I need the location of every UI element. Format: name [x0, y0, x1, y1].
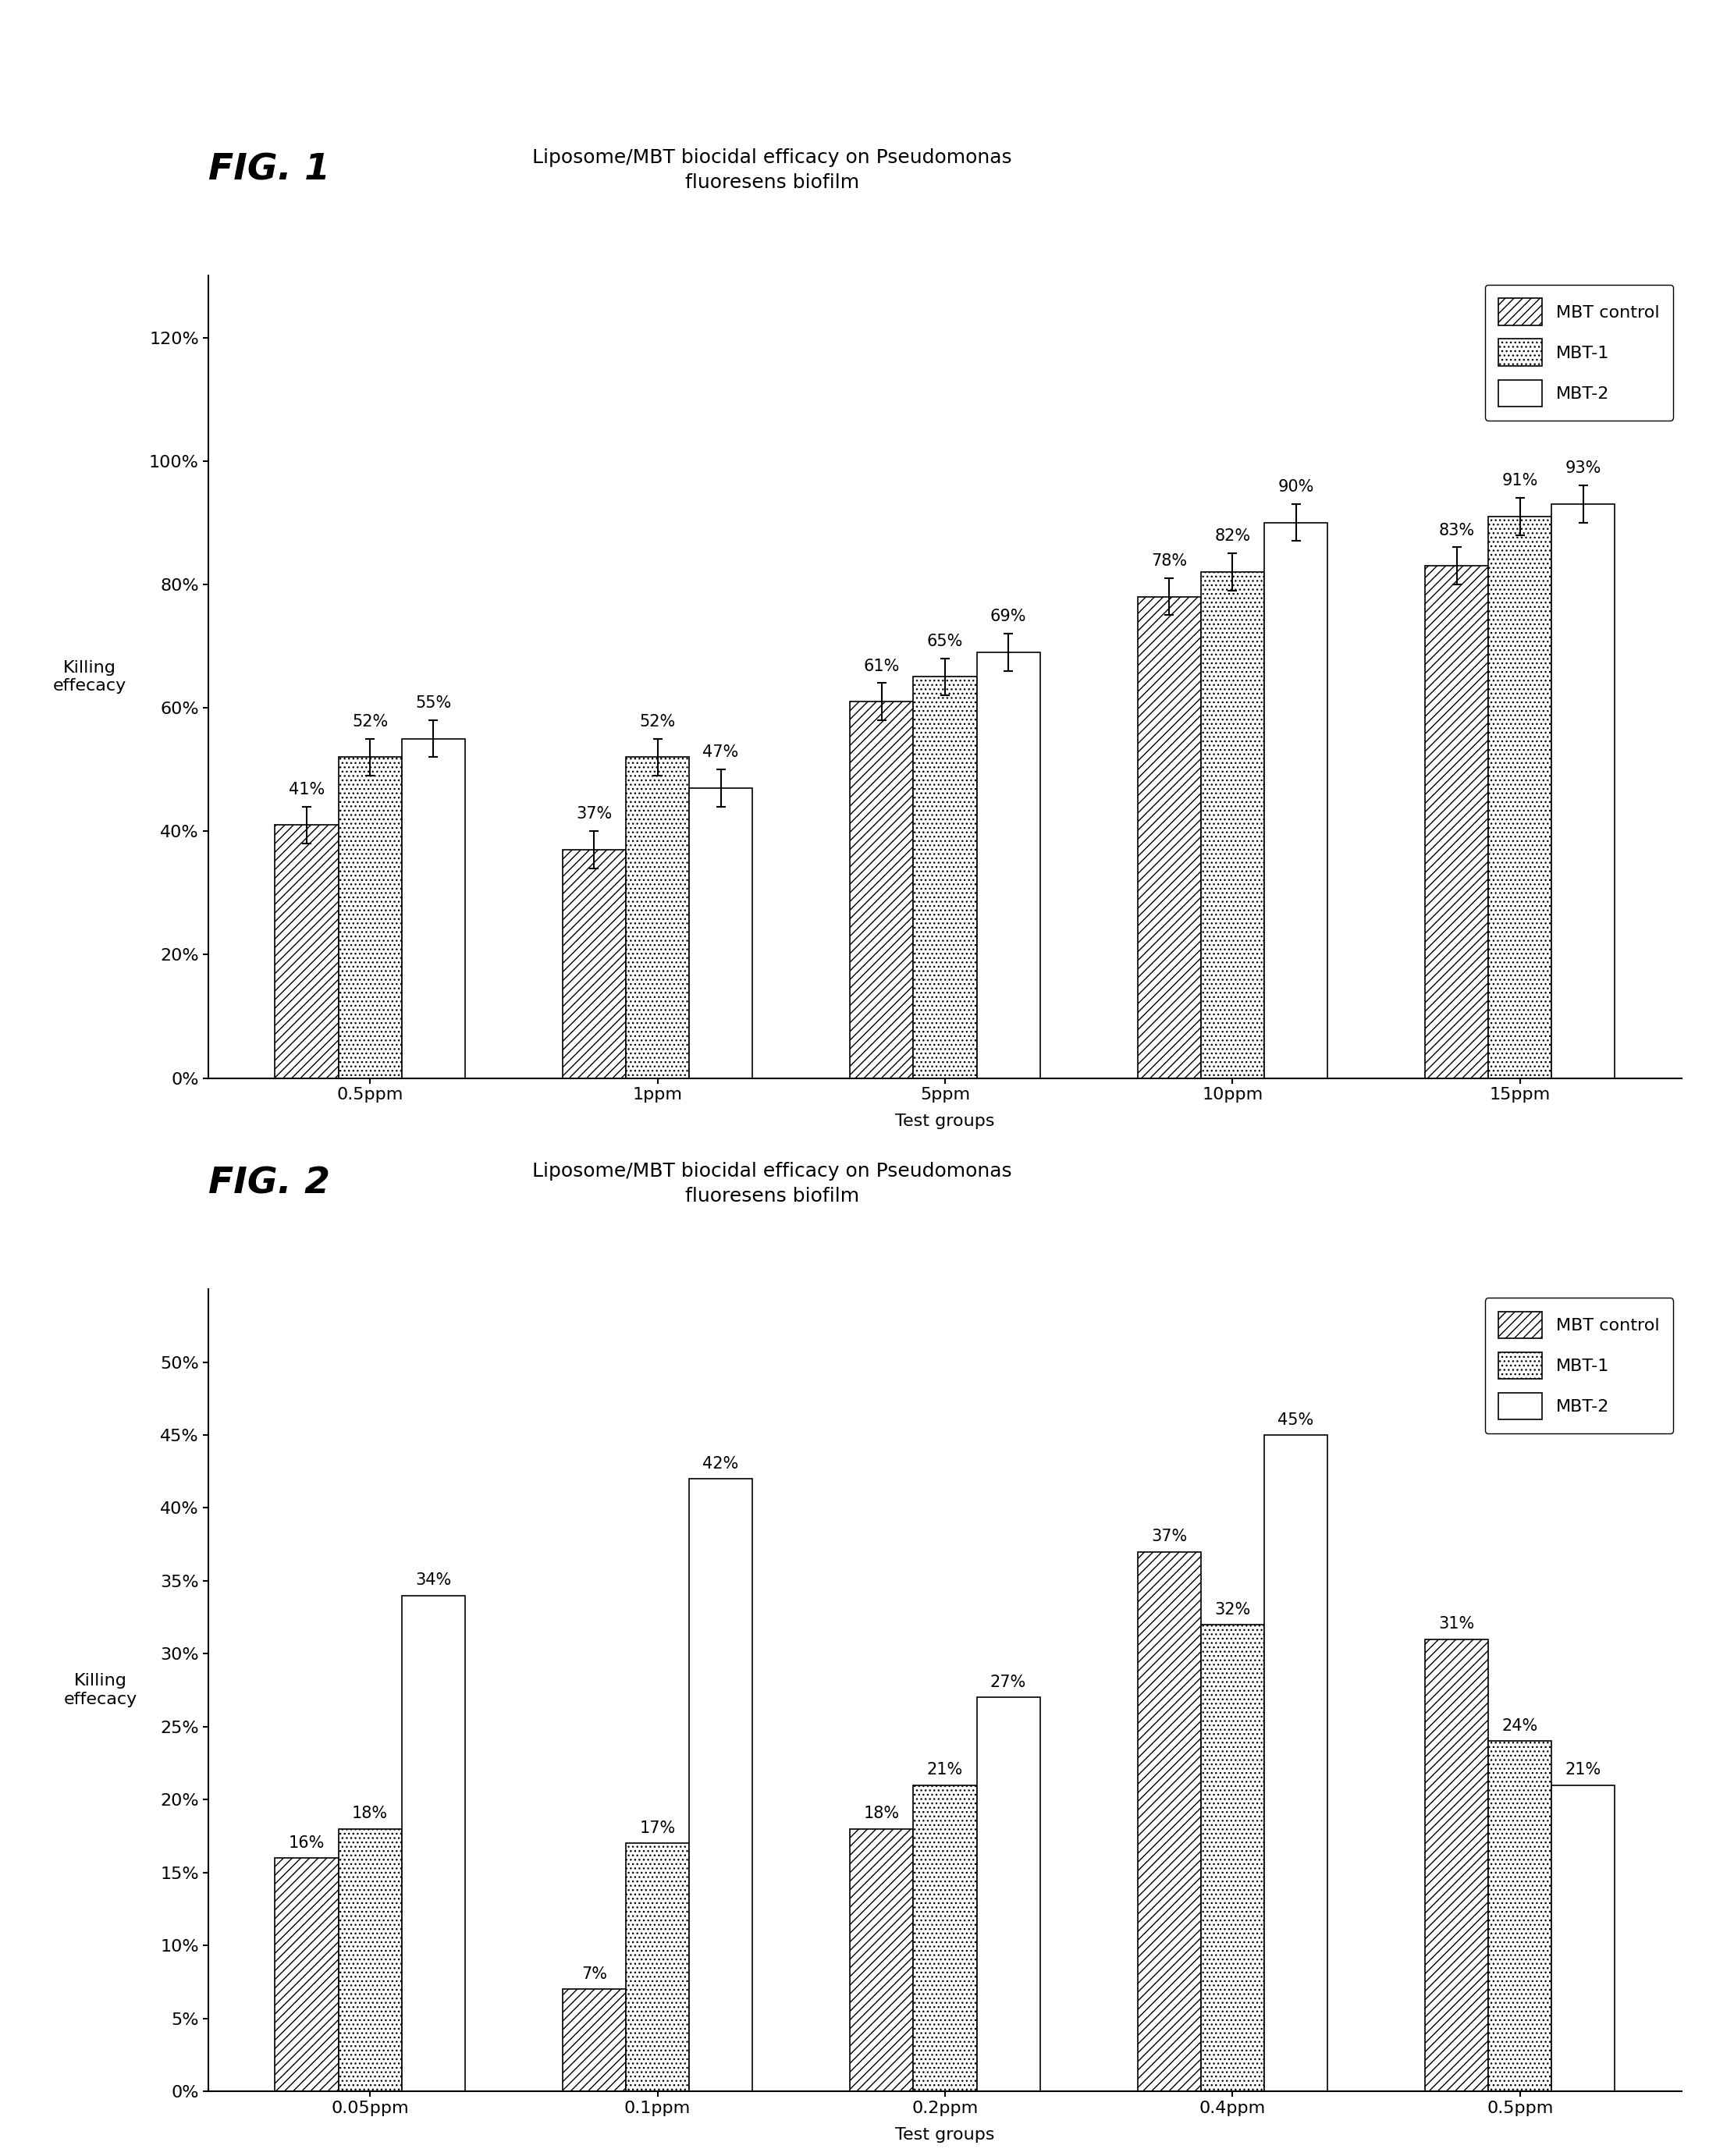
Bar: [1552, 1785, 1614, 2091]
Text: 82%: 82%: [1214, 528, 1250, 543]
Bar: [1264, 1436, 1328, 2091]
Bar: [1138, 597, 1202, 1078]
Text: 78%: 78%: [1151, 554, 1188, 569]
Text: FIG. 2: FIG. 2: [208, 1166, 329, 1201]
Text: Liposome/MBT biocidal efficacy on Pseudomonas
fluoresens biofilm: Liposome/MBT biocidal efficacy on Pseudo…: [532, 149, 1013, 192]
Bar: [562, 1990, 626, 2091]
Bar: [276, 1858, 338, 2091]
Text: 24%: 24%: [1502, 1718, 1538, 1733]
Text: 7%: 7%: [581, 1966, 607, 1981]
Bar: [914, 677, 976, 1078]
Legend: MBT control, MBT-1, MBT-2: MBT control, MBT-1, MBT-2: [1484, 285, 1673, 420]
Bar: [976, 653, 1040, 1078]
Text: 18%: 18%: [864, 1807, 900, 1822]
Text: 45%: 45%: [1278, 1412, 1314, 1427]
Bar: [1202, 571, 1264, 1078]
Text: 37%: 37%: [576, 806, 612, 821]
Y-axis label: Killing
effecacy: Killing effecacy: [52, 660, 127, 694]
Bar: [338, 757, 402, 1078]
Text: 65%: 65%: [928, 634, 962, 649]
Text: 47%: 47%: [702, 744, 739, 761]
Text: 27%: 27%: [990, 1675, 1027, 1690]
Text: 42%: 42%: [702, 1455, 739, 1470]
Bar: [1488, 1742, 1552, 2091]
Text: 31%: 31%: [1439, 1617, 1476, 1632]
Bar: [976, 1697, 1040, 2091]
Bar: [850, 701, 914, 1078]
Bar: [1552, 505, 1614, 1078]
Bar: [338, 1828, 402, 2091]
Bar: [626, 757, 688, 1078]
Text: 83%: 83%: [1439, 522, 1476, 539]
Text: 16%: 16%: [288, 1835, 324, 1850]
Text: 91%: 91%: [1502, 472, 1538, 489]
Text: 90%: 90%: [1278, 479, 1314, 496]
Bar: [1425, 565, 1488, 1078]
Bar: [402, 740, 465, 1078]
X-axis label: Test groups: Test groups: [895, 1115, 995, 1130]
Bar: [914, 1785, 976, 2091]
Text: 21%: 21%: [928, 1761, 962, 1779]
Text: 61%: 61%: [864, 658, 900, 675]
Text: 34%: 34%: [414, 1572, 451, 1589]
Text: 93%: 93%: [1566, 461, 1602, 476]
X-axis label: Test groups: Test groups: [895, 2128, 995, 2143]
Bar: [402, 1595, 465, 2091]
Text: 37%: 37%: [1151, 1529, 1188, 1544]
Text: 69%: 69%: [990, 608, 1027, 625]
Text: 17%: 17%: [640, 1820, 676, 1837]
Text: 32%: 32%: [1214, 1602, 1250, 1617]
Text: 21%: 21%: [1566, 1761, 1602, 1779]
Bar: [276, 826, 338, 1078]
Y-axis label: Killing
effecacy: Killing effecacy: [64, 1673, 137, 1708]
Text: 52%: 52%: [640, 714, 676, 729]
Bar: [688, 787, 753, 1078]
Bar: [1138, 1552, 1202, 2091]
Text: 41%: 41%: [288, 783, 324, 798]
Bar: [562, 849, 626, 1078]
Text: 55%: 55%: [414, 694, 451, 711]
Bar: [1264, 522, 1328, 1078]
Text: FIG. 1: FIG. 1: [208, 153, 329, 188]
Bar: [1425, 1639, 1488, 2091]
Bar: [688, 1479, 753, 2091]
Text: 18%: 18%: [352, 1807, 388, 1822]
Bar: [850, 1828, 914, 2091]
Bar: [1488, 517, 1552, 1078]
Bar: [626, 1843, 688, 2091]
Bar: [1202, 1626, 1264, 2091]
Text: Liposome/MBT biocidal efficacy on Pseudomonas
fluoresens biofilm: Liposome/MBT biocidal efficacy on Pseudo…: [532, 1162, 1013, 1205]
Legend: MBT control, MBT-1, MBT-2: MBT control, MBT-1, MBT-2: [1484, 1298, 1673, 1434]
Text: 52%: 52%: [352, 714, 388, 729]
